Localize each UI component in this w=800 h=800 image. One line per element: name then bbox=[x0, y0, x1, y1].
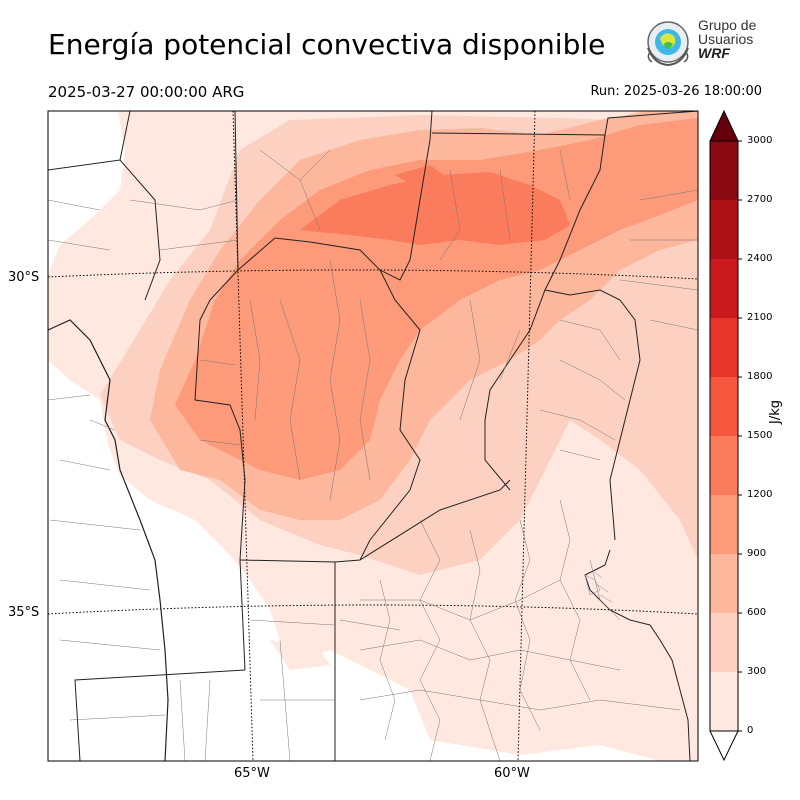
colorbar-tick-marks bbox=[738, 140, 742, 732]
chart-title: Energía potencial convectiva disponible bbox=[48, 28, 606, 61]
colorbar-tick-label: 2700 bbox=[747, 194, 773, 205]
colorbar bbox=[709, 109, 742, 762]
colorbar-extend-low bbox=[709, 730, 739, 762]
country-border bbox=[48, 319, 169, 761]
colorbar-tick-label: 300 bbox=[747, 666, 767, 677]
province-boundaries bbox=[48, 111, 698, 761]
cape-area-900-1200 bbox=[175, 118, 698, 480]
colorbar-bin bbox=[710, 436, 738, 495]
run-time: Run: 2025-03-26 18:00:00 bbox=[590, 84, 762, 99]
colorbar-tick-label: 1800 bbox=[747, 371, 773, 382]
logo-line-2: Usuarios bbox=[698, 31, 754, 47]
colorbar-bin bbox=[710, 554, 738, 613]
graticule-30S bbox=[48, 269, 698, 280]
colorbar-bin bbox=[710, 377, 738, 436]
colorbar-tick-label: 0 bbox=[747, 725, 754, 736]
colorbar-bin bbox=[710, 318, 738, 377]
department-boundaries bbox=[48, 149, 698, 761]
colorbar-tick-label: 2100 bbox=[747, 312, 773, 323]
colorbar-bin bbox=[710, 613, 738, 672]
colorbar-bin bbox=[710, 141, 738, 200]
colorbar-tick-label: 600 bbox=[747, 607, 767, 618]
colorbar-tick-label: 1500 bbox=[747, 430, 773, 441]
lat-label-30s: 30°S bbox=[8, 270, 40, 285]
colorbar-bins bbox=[710, 141, 738, 731]
colorbar-tick-label: 3000 bbox=[747, 135, 773, 146]
lat-label-35s: 35°S bbox=[8, 605, 40, 620]
map-frame bbox=[47, 110, 699, 762]
colorbar-extend-high bbox=[709, 109, 739, 142]
cape-area-1200-1500 bbox=[300, 172, 570, 245]
colorbar-tick-label: 2400 bbox=[747, 253, 773, 264]
colorbar-tick-label: 900 bbox=[747, 548, 767, 559]
coastline bbox=[584, 549, 691, 761]
logo-line-3: WRF bbox=[698, 45, 730, 61]
wrf-users-logo: Grupo de Usuarios WRF bbox=[640, 18, 770, 68]
colorbar-bin bbox=[710, 200, 738, 259]
logo-globe-icon bbox=[647, 21, 689, 67]
lon-label-65w: 65°W bbox=[234, 766, 270, 781]
metro-area bbox=[584, 569, 613, 603]
cape-area-1200-1500-b bbox=[395, 165, 450, 190]
colorbar-bin bbox=[710, 672, 738, 731]
graticule-35S bbox=[48, 604, 698, 615]
cape-area-0-300-patch bbox=[270, 640, 330, 670]
lon-label-60w: 60°W bbox=[494, 766, 530, 781]
valid-time: 2025-03-27 00:00:00 ARG bbox=[48, 83, 245, 101]
colorbar-tick-label: 1200 bbox=[747, 489, 773, 500]
colorbar-unit-label: J/kg bbox=[768, 400, 783, 424]
colorbar-bin bbox=[710, 495, 738, 554]
colorbar-bin bbox=[710, 259, 738, 318]
logo-line-1: Grupo de bbox=[698, 17, 757, 33]
